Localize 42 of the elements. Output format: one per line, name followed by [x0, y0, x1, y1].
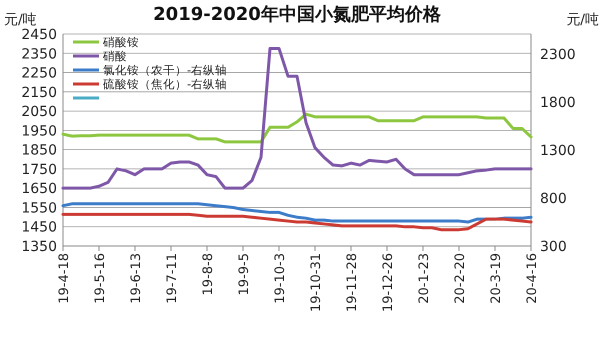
- line-series: [62, 212, 532, 232]
- y-tick-label: 1450: [21, 220, 57, 236]
- y-tick-label: 2450: [21, 27, 57, 43]
- y-tick-label: 2050: [21, 104, 57, 120]
- x-tick-label: 19-11-28: [345, 253, 360, 312]
- y-tick-label: 1950: [21, 123, 57, 140]
- x-tick-label: 19-12-26: [381, 253, 396, 312]
- y-tick-label: 2350: [21, 46, 57, 62]
- x-tick-label: 19-7-11: [165, 253, 180, 304]
- x-tick-label: 20-3-19: [489, 253, 504, 304]
- y2-tick-label: 1800: [540, 95, 576, 112]
- x-tick-label: 19-5-16: [93, 253, 108, 304]
- chart-title: 2019-2020年中国小氮肥平均价格: [153, 4, 442, 25]
- y-tick-label: 2150: [21, 84, 57, 101]
- y2-tick-label: 2300: [540, 47, 576, 64]
- y-tick-label: 1550: [21, 200, 57, 216]
- x-tick-label: 19-6-13: [129, 253, 144, 304]
- line-series: [62, 112, 532, 144]
- y2-tick-label: 300: [540, 239, 567, 255]
- line-series: [62, 202, 532, 224]
- y-tick-label: 2250: [21, 66, 57, 82]
- legend-label: 氯化铵（农干）-右纵轴: [103, 63, 228, 77]
- y-tick-label: 1650: [21, 181, 57, 198]
- y2-axis-title: 元/吨: [566, 12, 599, 28]
- x-tick-label: 19-8-8: [201, 253, 216, 296]
- y-tick-label: 1350: [21, 239, 57, 255]
- x-tick-label: 19-10-31: [309, 253, 324, 312]
- x-tick-label: 20-2-20: [453, 253, 468, 304]
- y-axis-title: 元/吨: [4, 12, 37, 28]
- legend-label: 硫酸铵（焦化）-右纵轴: [103, 77, 228, 91]
- x-tick-label: 19-10-3: [273, 253, 288, 304]
- line-series: [62, 46, 532, 190]
- y2-tick-label: 1300: [540, 143, 576, 160]
- x-tick-label: 20-4-16: [525, 253, 540, 304]
- x-tick-label: 19-4-18: [57, 253, 72, 304]
- x-tick-label: 20-1-23: [417, 253, 432, 304]
- y2-tick-label: 800: [540, 191, 567, 208]
- y-tick-label: 1750: [21, 162, 57, 178]
- legend-label: 硝酸铵: [102, 35, 139, 49]
- y-tick-label: 1850: [21, 142, 57, 159]
- legend-label: 硝酸: [102, 49, 127, 63]
- x-tick-label: 19-9-5: [237, 253, 252, 296]
